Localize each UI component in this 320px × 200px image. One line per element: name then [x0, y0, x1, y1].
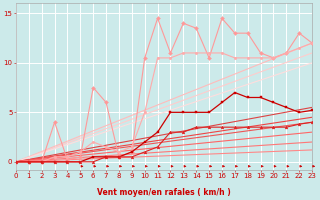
X-axis label: Vent moyen/en rafales ( km/h ): Vent moyen/en rafales ( km/h ) — [97, 188, 231, 197]
